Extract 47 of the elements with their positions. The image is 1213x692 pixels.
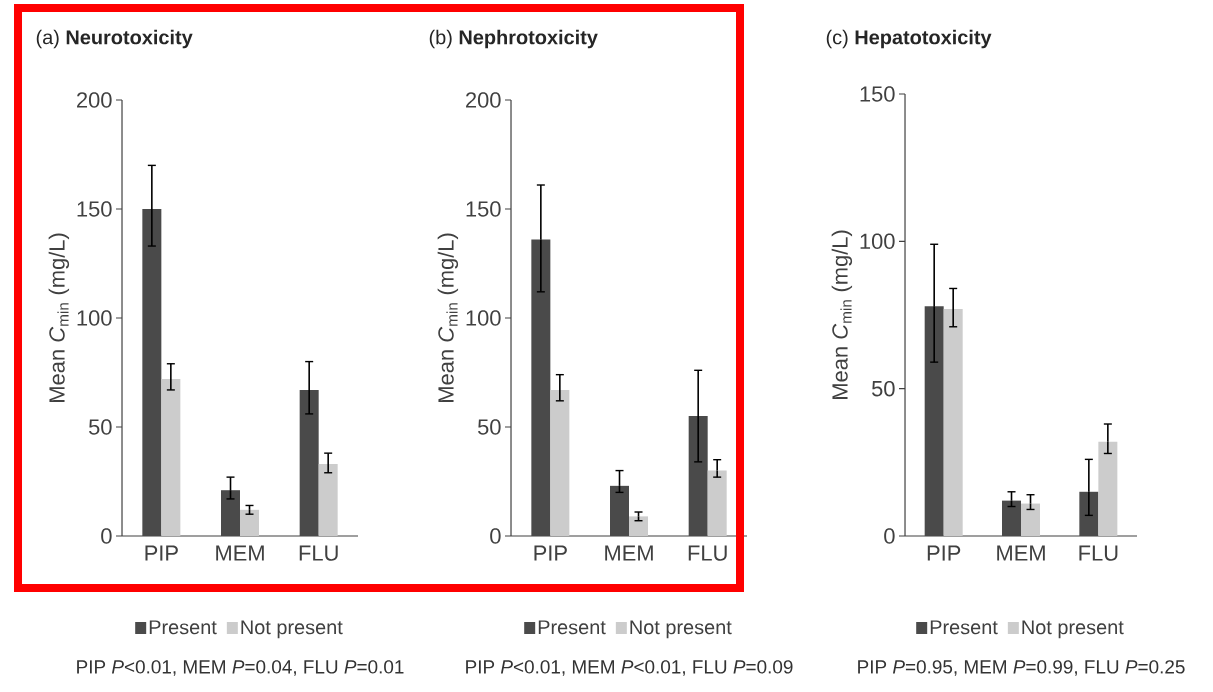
x-tick-label: MEM [997,545,1045,561]
legend-label: Present [538,620,606,635]
legend-label: Present [149,620,217,635]
bar [318,464,338,536]
x-tick-label: PIP [927,545,961,561]
y-axis-title: Mean C$_{min}$ (mg/L) [48,233,70,402]
bar [629,516,649,536]
chart-title: (a) Neurotoxicity [36,29,193,49]
y-tick-label: 100 [77,310,112,326]
y-tick-label: 200 [466,92,501,108]
legend-label: Not present [241,620,343,639]
text: PIP P<0.01, MEM P=0.04, FLU P=0.01 [77,660,404,676]
y-tick-label: 50 [477,419,501,435]
bar [1021,503,1041,536]
y-tick-label: 150 [77,201,112,217]
x-tick-label: PIP [534,545,567,561]
y-tick-label: 150 [860,86,895,102]
legend-label: Not present [1022,620,1124,639]
legend-label: Present [930,620,998,635]
bar [707,470,727,536]
y-tick-label: 100 [466,310,501,326]
y-tick-label: 150 [466,201,501,217]
x-tick-label: FLU [688,545,727,561]
x-tick-label: FLU [299,545,338,561]
bar [943,309,963,536]
text: PIP P=0.95, MEM P=0.99, FLU P=0.25 [858,660,1185,676]
bar [240,509,260,536]
legend-label: Not present [630,620,732,639]
y-tick-label: 0 [101,528,112,544]
y-tick-label: 200 [77,92,112,108]
y-tick-label: 0 [884,528,895,544]
y-tick-label: 50 [88,419,112,435]
chart-title: (b) Nephrotoxicity [429,29,598,49]
bar [161,379,181,536]
x-tick-label: MEM [605,545,653,561]
y-axis-title: Mean C$_{min}$ (mg/L) [437,233,459,402]
bar [550,389,570,536]
text: PIP P<0.01, MEM P<0.01, FLU P=0.09 [466,660,793,676]
x-tick-label: FLU [1079,545,1118,561]
chart-title: (c) Hepatotoxicity [826,29,992,49]
bar [1098,441,1118,536]
y-axis-title: Mean C$_{min}$ (mg/L) [831,230,853,399]
y-tick-label: 50 [871,380,895,397]
x-tick-label: MEM [216,545,264,561]
y-tick-label: 100 [860,233,895,250]
y-tick-label: 0 [490,528,501,544]
x-tick-label: PIP [145,545,178,561]
